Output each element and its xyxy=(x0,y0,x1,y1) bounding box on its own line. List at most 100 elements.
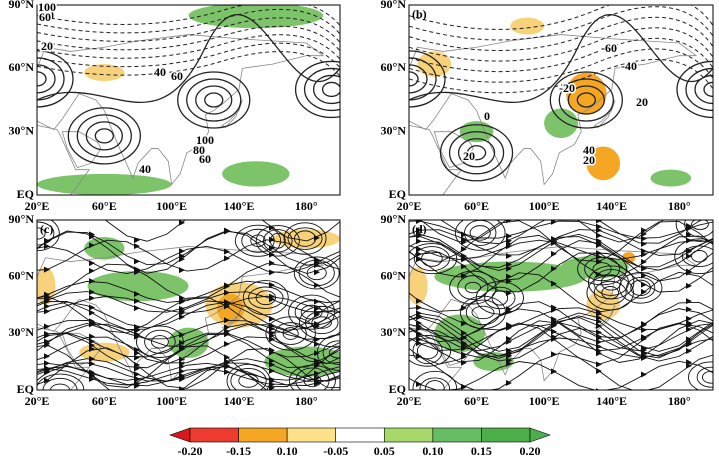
arrowhead xyxy=(269,357,275,364)
arrowhead xyxy=(314,262,320,269)
contour xyxy=(457,138,496,168)
arrowhead xyxy=(134,258,140,265)
contour xyxy=(37,42,340,69)
arrowhead xyxy=(461,263,467,270)
arrowhead xyxy=(641,235,647,242)
contour xyxy=(312,74,340,105)
contour-label: -40 xyxy=(621,59,637,73)
contour xyxy=(409,16,713,51)
arrowhead xyxy=(416,340,422,347)
arrowhead xyxy=(44,360,50,367)
coastline xyxy=(61,332,102,366)
arrowhead xyxy=(506,322,512,329)
lat-label: 30°N xyxy=(381,123,407,137)
shading xyxy=(188,5,324,29)
contour xyxy=(37,71,47,87)
lat-label: 30°N xyxy=(9,123,35,137)
contour xyxy=(409,5,713,30)
arrowhead xyxy=(596,314,602,321)
colorbar-label: 0.20 xyxy=(520,444,541,458)
arrowhead xyxy=(224,283,230,290)
contour-label: 20 xyxy=(463,149,475,163)
arrowhead xyxy=(179,339,185,346)
streamline xyxy=(150,335,169,349)
lon-label: 140°E xyxy=(596,394,627,408)
streamline xyxy=(409,335,452,367)
arrowhead xyxy=(314,321,320,328)
streamline xyxy=(696,366,713,388)
arrowhead xyxy=(134,361,140,368)
contour-label: 60 xyxy=(199,152,211,166)
arrowhead xyxy=(314,234,320,241)
arrowhead xyxy=(461,239,467,246)
arrowhead xyxy=(596,343,602,350)
arrowhead xyxy=(551,328,557,335)
shading xyxy=(37,267,56,305)
lat-label: 90°N xyxy=(9,212,35,226)
arrowhead xyxy=(551,265,557,272)
streamline xyxy=(248,286,284,309)
lat-label: 30°N xyxy=(9,325,35,339)
contour xyxy=(466,145,487,161)
arrowhead xyxy=(641,265,647,272)
arrowhead xyxy=(596,258,602,265)
arrowhead xyxy=(461,231,467,238)
arrowhead xyxy=(89,360,95,367)
arrowhead xyxy=(89,355,95,362)
lon-label: 180° xyxy=(668,199,691,213)
arrowhead xyxy=(179,220,185,226)
streamline xyxy=(688,361,713,390)
arrowhead xyxy=(551,335,557,342)
arrowhead xyxy=(224,248,230,255)
lon-label: 20°E xyxy=(25,199,50,213)
streamline xyxy=(37,230,340,274)
arrowhead xyxy=(44,243,50,250)
arrowhead xyxy=(89,242,95,249)
streamline xyxy=(37,231,340,266)
streamline xyxy=(37,344,340,388)
colorbar-label: 0.10 xyxy=(277,444,298,458)
arrowhead xyxy=(224,354,230,361)
streamline xyxy=(255,225,300,257)
streamline xyxy=(37,295,340,314)
streamline xyxy=(440,220,703,245)
contour xyxy=(37,50,74,108)
arrowhead xyxy=(506,379,512,386)
coastline xyxy=(594,99,616,128)
arrowhead xyxy=(641,281,647,288)
colorbar-segment xyxy=(238,427,288,443)
arrowhead xyxy=(641,258,647,265)
arrowhead xyxy=(134,349,140,356)
arrowhead xyxy=(134,327,140,334)
arrowhead xyxy=(596,308,602,315)
lon-label: 20°E xyxy=(397,394,422,408)
streamline xyxy=(454,220,506,251)
arrowhead xyxy=(596,329,602,336)
arrowhead xyxy=(89,372,95,379)
streamline xyxy=(412,370,458,390)
streamline xyxy=(409,322,713,352)
arrowhead xyxy=(416,381,422,388)
arrowhead xyxy=(506,220,512,224)
arrowhead xyxy=(596,253,602,260)
coastline xyxy=(409,124,463,195)
shading xyxy=(37,173,172,195)
arrowhead xyxy=(134,371,140,378)
streamline xyxy=(37,263,340,300)
arrowhead xyxy=(686,237,692,244)
arrowhead xyxy=(686,306,692,313)
contour-label: 100 xyxy=(38,0,56,14)
arrowhead xyxy=(44,377,50,384)
streamline xyxy=(409,220,713,263)
lat-label: 60°N xyxy=(9,268,35,282)
contour-label: 20 xyxy=(41,39,53,53)
arrowhead xyxy=(224,299,230,306)
arrowhead xyxy=(461,246,467,253)
shading xyxy=(409,267,428,305)
shading xyxy=(222,161,290,187)
arrowhead xyxy=(416,297,422,304)
arrowhead xyxy=(506,243,512,250)
arrowhead xyxy=(686,336,692,343)
lat-label: EQ xyxy=(389,382,406,396)
